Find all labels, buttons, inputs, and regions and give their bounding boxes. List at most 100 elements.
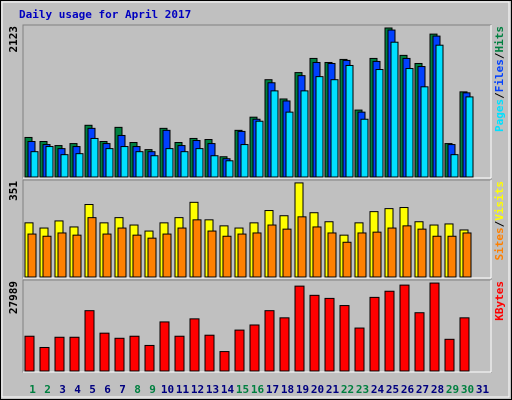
bar xyxy=(129,335,140,372)
bar xyxy=(99,332,110,372)
bar xyxy=(279,317,290,372)
bar xyxy=(150,155,159,178)
bar xyxy=(417,228,427,278)
bar xyxy=(264,310,275,372)
legend-entry: KBytes xyxy=(493,281,506,321)
x-tick-label: 28 xyxy=(431,383,444,396)
bar xyxy=(462,232,472,278)
x-tick-label: 9 xyxy=(149,383,156,396)
bar xyxy=(192,219,202,278)
bar xyxy=(372,231,382,278)
bar xyxy=(432,235,442,278)
bar xyxy=(135,151,144,178)
bar xyxy=(237,233,247,278)
bar xyxy=(282,228,292,278)
legend: Pages/Files/Hits xyxy=(493,26,506,132)
bar xyxy=(30,151,39,178)
bar xyxy=(384,290,395,372)
bar xyxy=(255,120,264,178)
x-tick-label: 15 xyxy=(236,383,249,396)
bar xyxy=(147,237,157,278)
legend-entry: Pages xyxy=(493,99,506,132)
x-tick-label: 25 xyxy=(386,383,399,396)
bar xyxy=(360,118,369,178)
x-tick-label: 3 xyxy=(59,383,66,396)
bar xyxy=(450,154,459,178)
bar xyxy=(297,216,307,278)
bar xyxy=(90,137,99,178)
bar xyxy=(132,234,142,278)
bar xyxy=(324,297,335,372)
x-tick-label: 12 xyxy=(191,383,204,396)
legend-separator: / xyxy=(493,220,506,227)
bar xyxy=(45,146,54,178)
bar xyxy=(330,79,339,178)
bar xyxy=(345,64,354,178)
bar xyxy=(177,227,187,278)
x-tick-label: 1 xyxy=(29,383,36,396)
y-tick-label: 27989 xyxy=(7,281,20,314)
x-tick-label: 2 xyxy=(44,383,51,396)
x-tick-label: 22 xyxy=(341,383,354,396)
x-tick-label: 24 xyxy=(371,383,385,396)
bar xyxy=(402,225,412,278)
bar xyxy=(180,151,189,178)
bar xyxy=(117,227,127,278)
bar xyxy=(75,153,84,178)
bar xyxy=(327,232,337,278)
x-tick-label: 10 xyxy=(161,383,174,396)
bar xyxy=(315,76,324,178)
bar xyxy=(270,90,279,178)
bar xyxy=(312,226,322,278)
bar xyxy=(144,344,155,372)
bar xyxy=(354,327,365,372)
x-tick-label: 21 xyxy=(326,383,340,396)
bar xyxy=(189,318,200,372)
bar xyxy=(204,334,215,372)
bar xyxy=(105,148,114,178)
chart-title: Daily usage for April 2017 xyxy=(19,8,191,21)
x-tick-label: 4 xyxy=(74,383,81,396)
legend: KBytes xyxy=(493,281,506,321)
bar xyxy=(294,285,305,372)
bar xyxy=(285,111,294,178)
bar xyxy=(369,296,380,372)
bar xyxy=(42,235,52,278)
bar xyxy=(240,144,249,178)
bar xyxy=(252,232,262,278)
bar xyxy=(342,241,352,278)
legend-entry: Files xyxy=(493,59,506,92)
bar xyxy=(24,335,35,372)
bar xyxy=(405,68,414,178)
bar xyxy=(234,329,245,372)
bar xyxy=(165,148,174,178)
bar xyxy=(87,217,97,278)
bar xyxy=(414,312,425,372)
bar xyxy=(210,155,219,178)
bar xyxy=(435,44,444,178)
x-tick-label: 13 xyxy=(206,383,219,396)
y-tick-label: 2123 xyxy=(7,26,20,53)
bar xyxy=(390,41,399,178)
bar xyxy=(207,230,217,278)
legend: Sites/Visits xyxy=(493,181,506,261)
bar xyxy=(69,336,80,372)
bar xyxy=(84,310,95,372)
x-tick-label: 19 xyxy=(296,383,309,396)
bar xyxy=(162,233,172,278)
x-tick-label: 6 xyxy=(104,383,111,396)
bar xyxy=(225,160,234,178)
x-tick-label: 16 xyxy=(251,383,265,396)
bar xyxy=(420,86,429,178)
bar xyxy=(444,338,455,372)
bar xyxy=(222,235,232,278)
bar xyxy=(39,346,50,372)
bar xyxy=(120,146,129,178)
bar xyxy=(54,336,65,372)
x-tick-label: 20 xyxy=(311,383,324,396)
x-tick-label: 5 xyxy=(89,383,96,396)
x-tick-label: 23 xyxy=(356,383,369,396)
